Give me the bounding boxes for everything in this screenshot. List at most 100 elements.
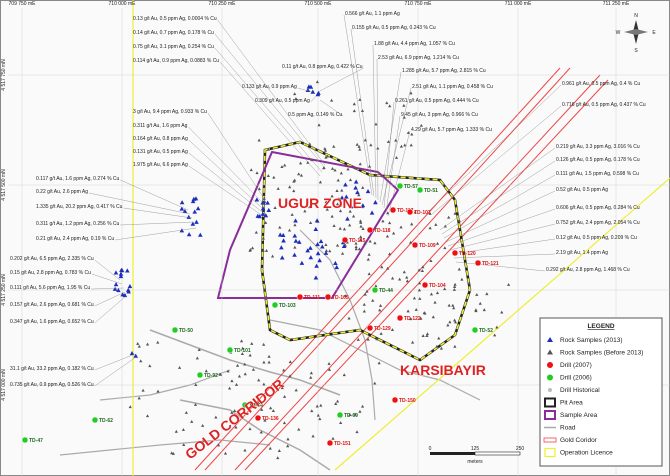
leader-line (372, 44, 377, 199)
rock-sample (214, 415, 218, 419)
rock-sample (348, 178, 353, 182)
rock-sample (290, 212, 294, 216)
rock-sample (354, 241, 358, 245)
rock-sample (362, 302, 366, 306)
rock-sample (386, 140, 391, 144)
rock-sample (319, 403, 323, 407)
drill-label: TD-57 (404, 184, 418, 190)
rock-sample (359, 221, 363, 224)
rock-sample (338, 226, 342, 230)
leader-line (451, 238, 556, 255)
leader-line (376, 58, 379, 201)
rock-sample (385, 101, 389, 105)
leader-line (431, 105, 562, 215)
rock-sample (317, 123, 321, 127)
rock-sample (243, 448, 247, 452)
rock-sample (365, 289, 369, 293)
rock-sample (280, 232, 286, 238)
rock-sample (249, 168, 253, 172)
rock-sample (241, 346, 245, 350)
rock-sample (493, 333, 497, 337)
rock-sample (500, 310, 504, 314)
leader-line (310, 95, 317, 103)
rock-sample (262, 360, 266, 364)
rock-sample (270, 254, 275, 258)
assay-label: 0.157 g/t Au, 2.6 ppm Ag, 0.681 % Cu (10, 302, 94, 308)
rock-sample (254, 230, 258, 234)
rock-sample (230, 411, 234, 414)
drill-label: TD-117 (397, 208, 414, 214)
rock-sample (435, 291, 440, 295)
rock-sample (413, 210, 417, 214)
drill-label: TD-136 (262, 416, 279, 422)
drill-2007 (341, 236, 349, 244)
rock-sample (116, 287, 121, 293)
rock-sample (325, 154, 330, 158)
leader-line (188, 139, 263, 209)
assay-label: 0.219 g/t Au, 3.3 ppm Ag, 3.016 % Cu (556, 144, 640, 150)
rock-sample (264, 249, 269, 252)
rock-sample (327, 362, 331, 365)
rock-sample (340, 188, 344, 192)
assay-label: 0.111 g/t Au, 5.6 ppm Ag, 1.95 % Cu (10, 285, 90, 291)
assay-label: 0.14 g/t Au, 0.7 ppm Ag, 0.178 % Cu (133, 30, 214, 36)
easting-label: 709 750 mE (9, 1, 37, 7)
assay-label: 0.12 g/t Au, 0.5 ppm Ag, 0.209 % Cu (556, 235, 637, 241)
rock-sample (193, 403, 198, 406)
rock-sample (257, 138, 261, 142)
rock-sample (233, 409, 237, 413)
rock-sample (314, 263, 319, 268)
rock-sample (309, 371, 313, 375)
leader-line (317, 67, 364, 93)
rock-sample (308, 221, 313, 224)
rock-sample (392, 231, 396, 235)
rock-sample (179, 200, 185, 205)
leader-line (88, 192, 191, 215)
assay-label: 0.164 g/t Au, 0.8 ppm Ag (133, 136, 188, 142)
assay-label: 0.735 g/t Au, 0.9 ppm Ag, 0.526 % Cu (10, 382, 94, 388)
assay-label: 0.752 g/t Au, 2.4 ppm Ag, 2.054 % Cu (556, 220, 640, 226)
rock-sample (374, 284, 378, 288)
northing-label: 4 517 000 mN (1, 369, 7, 401)
legend-symbol (547, 374, 553, 381)
rock-sample (339, 203, 343, 207)
legend-label: Pit Area (560, 400, 583, 407)
rock-sample (184, 411, 188, 414)
leader-line (441, 160, 556, 235)
rock-sample (250, 341, 254, 345)
legend-label: Drill (2007) (560, 362, 592, 369)
rock-sample (362, 309, 366, 313)
rock-sample (266, 174, 270, 177)
assay-label: 9.45 g/t Au, 3 ppm Ag, 0.966 % Cu (401, 112, 478, 118)
leader-line (91, 273, 123, 285)
rock-sample (255, 213, 261, 218)
legend-symbol (547, 362, 553, 368)
rock-sample (310, 158, 314, 162)
rock-sample (353, 412, 357, 416)
rock-sample (112, 286, 118, 291)
rock-sample (293, 245, 297, 249)
rock-sample (313, 226, 319, 231)
rock-sample (311, 434, 315, 438)
drill-2006 (271, 301, 279, 309)
rock-sample (452, 287, 456, 291)
rock-sample (317, 258, 322, 263)
rock-sample (428, 226, 432, 230)
rock-sample (276, 186, 280, 190)
rock-sample (408, 317, 413, 321)
rock-sample (386, 266, 390, 270)
rock-sample (248, 353, 252, 357)
rock-sample (324, 155, 328, 159)
drill-2007 (324, 293, 332, 301)
rock-sample (331, 436, 335, 440)
rock-sample (358, 409, 362, 413)
leader-line (120, 179, 189, 211)
drill-label: TD-92 (204, 373, 218, 379)
rock-sample (366, 337, 370, 341)
rock-sample (453, 285, 457, 288)
drill-2007 (396, 314, 404, 322)
rock-sample (340, 251, 345, 255)
gold-corridor (234, 74, 601, 471)
drill-2006 (396, 182, 404, 190)
